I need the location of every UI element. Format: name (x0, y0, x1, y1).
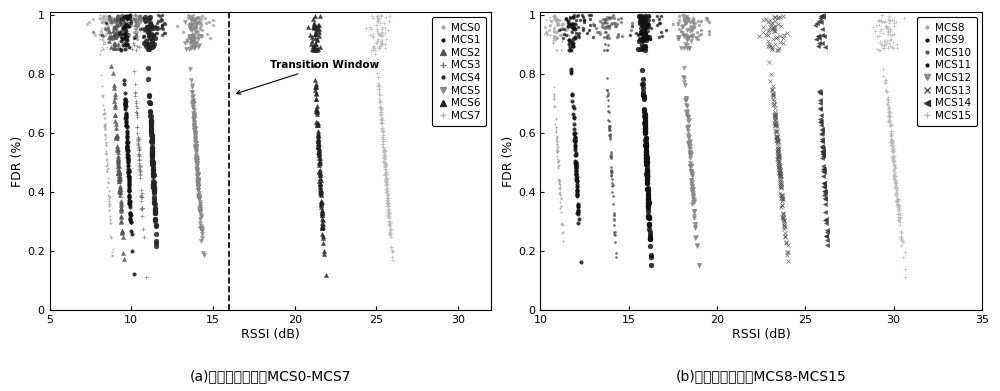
Text: (a)从左到右依次为MCS0-MCS7: (a)从左到右依次为MCS0-MCS7 (189, 369, 351, 383)
Y-axis label: FDR (%): FDR (%) (502, 136, 515, 187)
Legend: MCS0, MCS1, MCS2, MCS3, MCS4, MCS5, MCS6, MCS7: MCS0, MCS1, MCS2, MCS3, MCS4, MCS5, MCS6… (432, 17, 486, 126)
Text: (b)从左到右依次为MCS8-MCS15: (b)从左到右依次为MCS8-MCS15 (676, 369, 847, 383)
X-axis label: RSSI (dB): RSSI (dB) (732, 328, 791, 341)
Y-axis label: FDR (%): FDR (%) (11, 136, 24, 187)
Text: Transition Window: Transition Window (236, 60, 379, 94)
X-axis label: RSSI (dB): RSSI (dB) (241, 328, 300, 341)
Legend: MCS8, MCS9, MCS10, MCS11, MCS12, MCS13, MCS14, MCS15: MCS8, MCS9, MCS10, MCS11, MCS12, MCS13, … (917, 17, 977, 126)
